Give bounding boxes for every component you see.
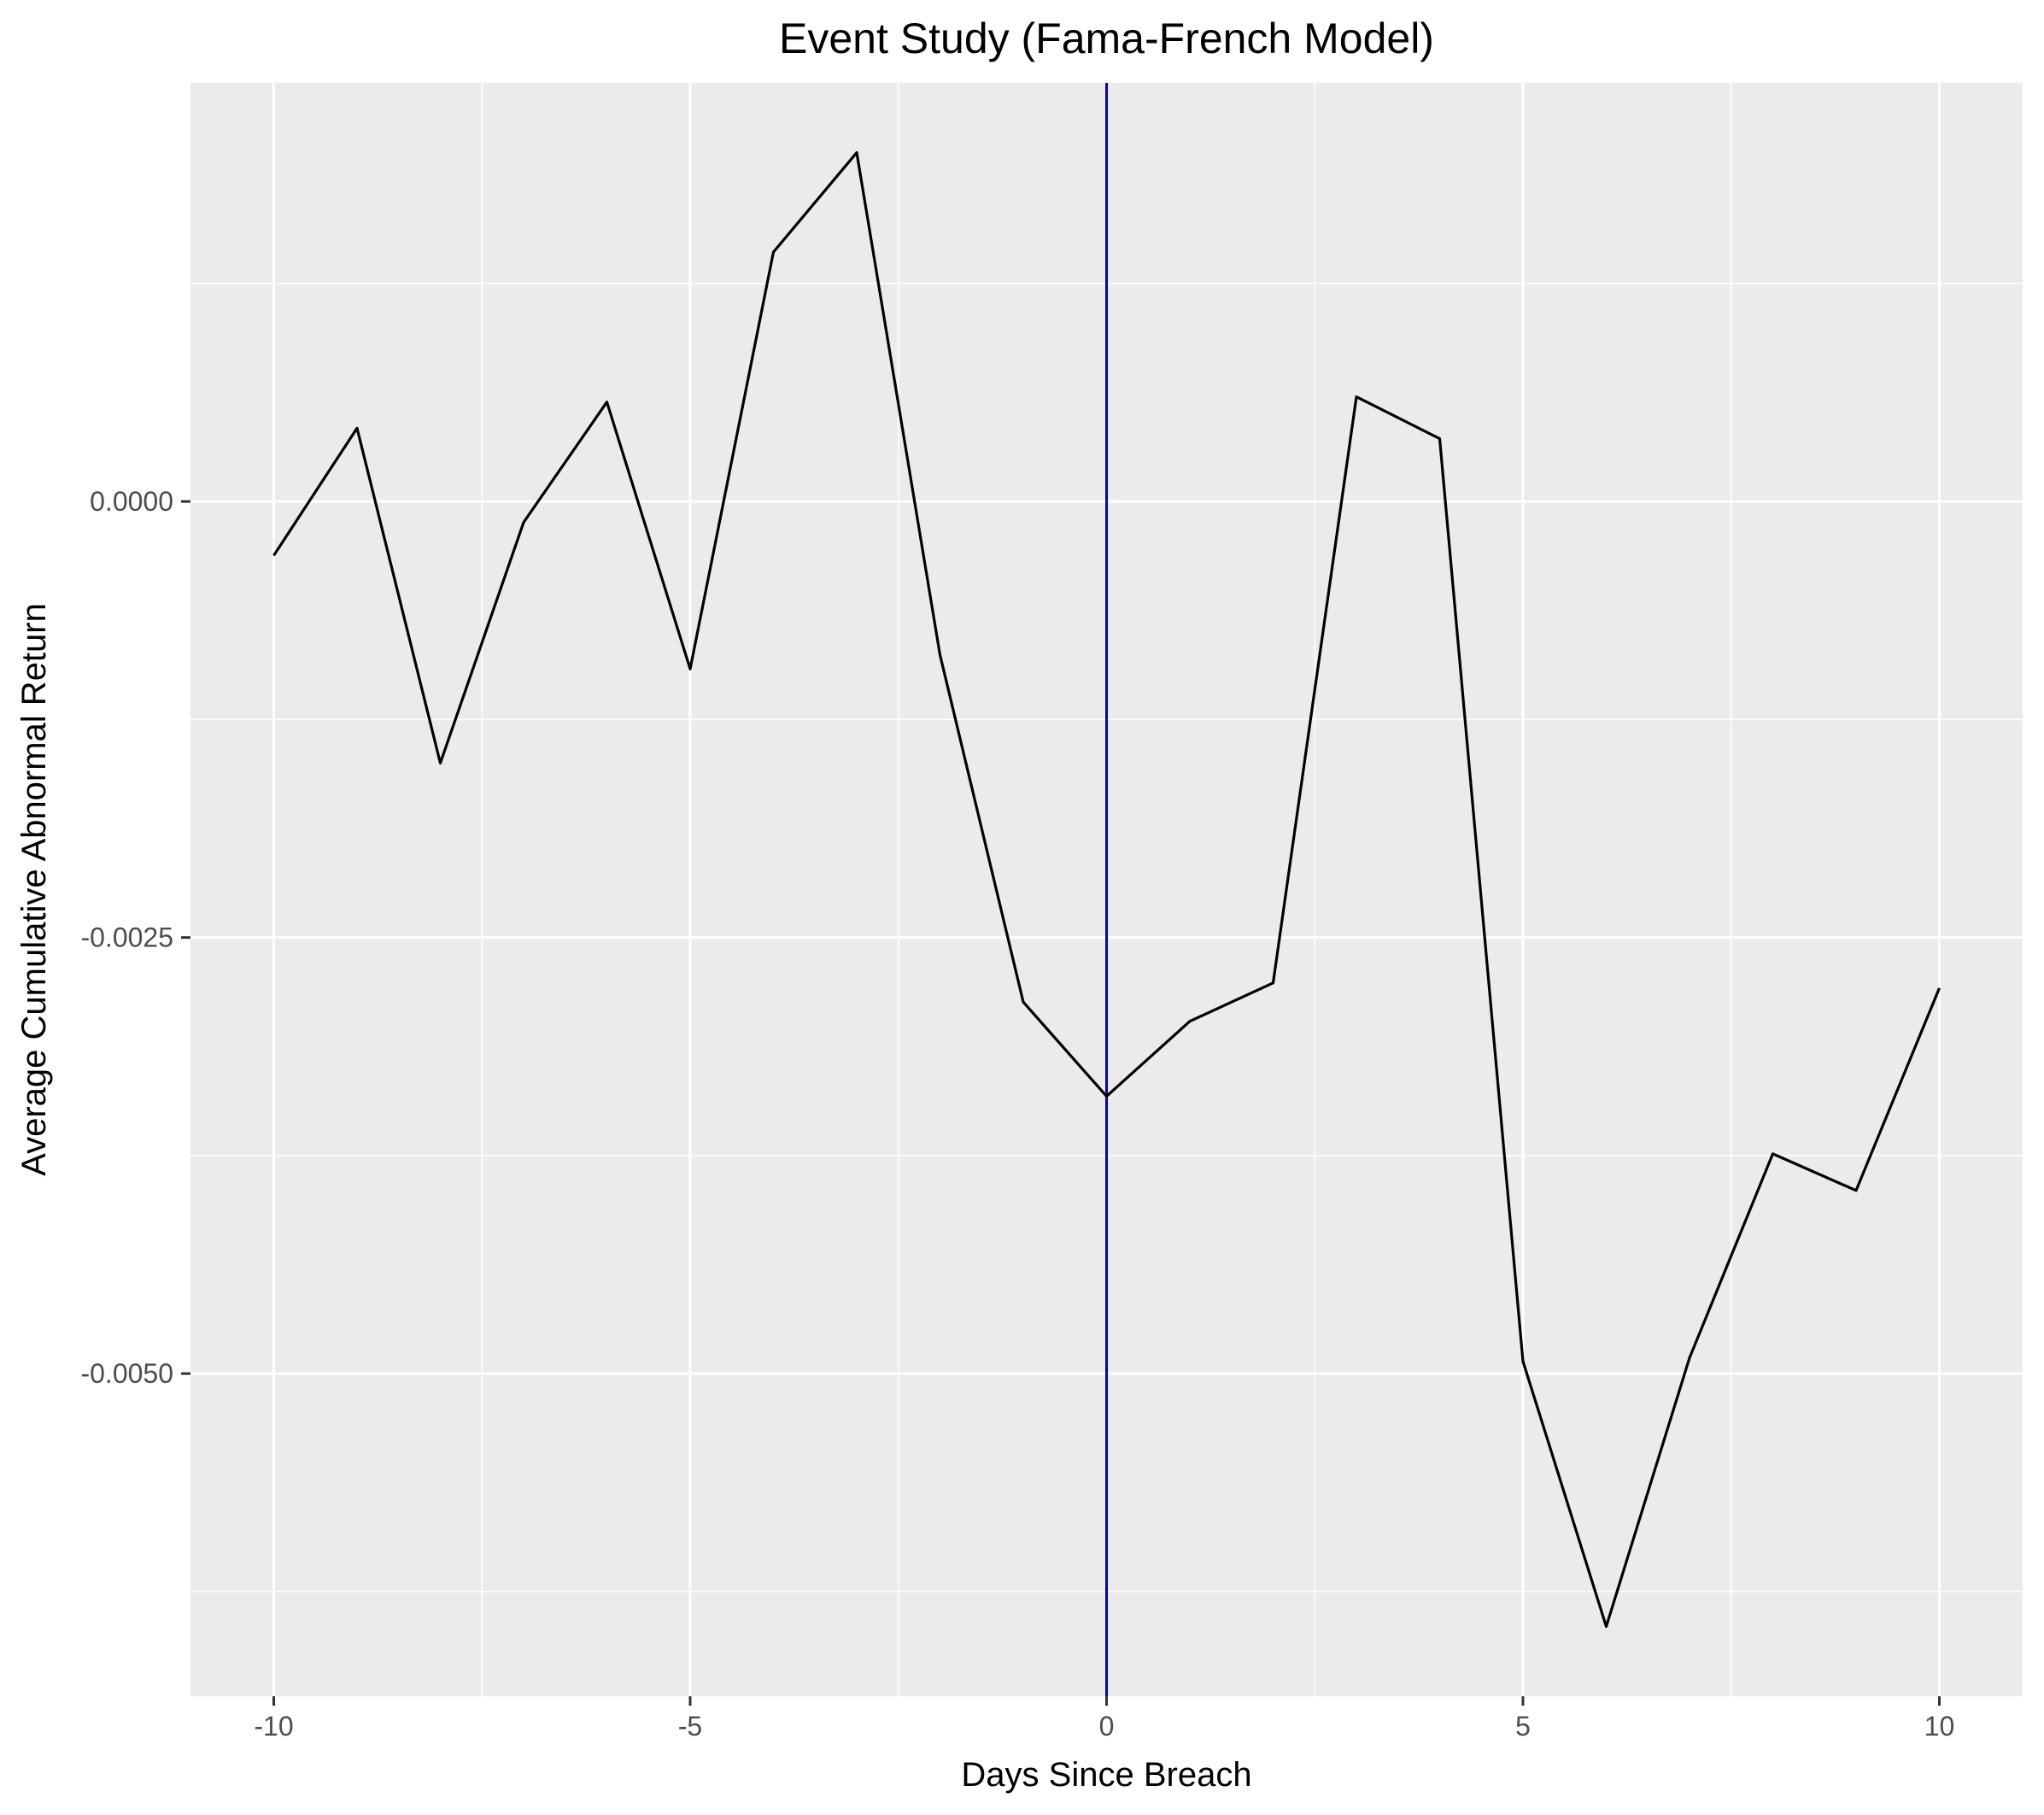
y-axis-title: Average Cumulative Abnormal Return	[15, 603, 53, 1176]
x-tick-label: 5	[1515, 1711, 1531, 1742]
y-axis-ticks: 0.0000 -0.0025 -0.0050	[80, 486, 190, 1389]
x-axis-ticks: -10 -5 0 5 10	[254, 1696, 1954, 1742]
y-tick-label: -0.0050	[80, 1358, 173, 1389]
y-tick-label: 0.0000	[90, 486, 173, 517]
x-tick-label: 10	[1924, 1711, 1955, 1742]
x-axis-title: Days Since Breach	[961, 1756, 1251, 1794]
x-tick-label: 0	[1099, 1711, 1115, 1742]
y-tick-label: -0.0025	[80, 922, 173, 953]
x-tick-label: -5	[678, 1711, 702, 1742]
series-line	[272, 151, 1941, 1628]
x-tick-label: -10	[254, 1711, 293, 1742]
chart-title: Event Study (Fama-French Model)	[779, 15, 1434, 62]
